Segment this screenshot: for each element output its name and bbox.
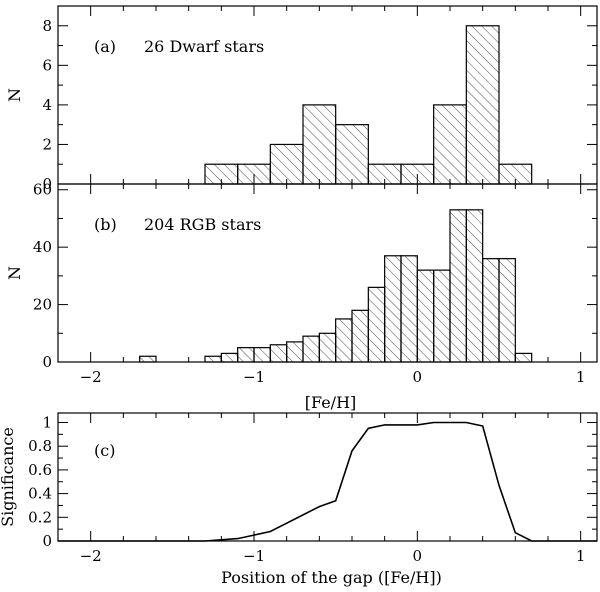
- histogram-bar: [433, 269, 451, 363]
- y-tick-label: 0.4: [28, 485, 52, 503]
- panel-c-y-axis-label: Significance: [0, 427, 17, 527]
- y-tick-label: 40: [33, 238, 52, 256]
- histogram-bar: [253, 347, 271, 363]
- histogram-bar: [465, 209, 484, 363]
- x-tick-label: 1: [576, 368, 586, 386]
- x-tick-label: −1: [243, 368, 265, 386]
- panel-a-dwarf-histogram: 0 2 4 6 8 (a) 26 Dwarf stars N: [5, 5, 598, 193]
- x-tick-label: 0: [413, 368, 423, 386]
- histogram-bar: [302, 104, 337, 185]
- histogram-bar: [400, 255, 418, 363]
- histogram-bar: [269, 143, 304, 185]
- histogram-bar: [302, 335, 320, 363]
- histogram-bar: [416, 269, 435, 363]
- panel-c-x-axis-label: Position of the gap ([Fe/H]): [221, 568, 442, 587]
- histogram-bar: [482, 258, 500, 363]
- x-tick-label: −2: [80, 547, 102, 565]
- panel-c-ticks: −2 −1 0 1 0 0.2 0.4 0.6 0.8 1: [28, 413, 597, 565]
- histogram-bar: [384, 255, 402, 363]
- histogram-bar: [465, 25, 500, 185]
- panel-b-frame: [57, 183, 598, 363]
- x-tick-label: −1: [243, 547, 265, 565]
- histogram-bar: [318, 332, 337, 363]
- histogram-bar: [498, 258, 516, 363]
- panel-a-ticks: 0 2 4 6 8: [42, 5, 597, 193]
- panel-a-label: (a): [94, 37, 116, 56]
- histogram-bar: [335, 318, 353, 363]
- y-tick-label: 0: [42, 353, 52, 371]
- y-tick-label: 2: [42, 135, 52, 153]
- y-tick-label: 0.8: [28, 437, 52, 455]
- panel-b-title: 204 RGB stars: [144, 215, 261, 234]
- histogram-bar: [237, 347, 255, 363]
- panel-b-y-axis-label: N: [5, 266, 24, 280]
- histogram-bar: [449, 209, 467, 363]
- panel-a-title: 26 Dwarf stars: [144, 37, 264, 56]
- y-tick-label: 8: [42, 17, 52, 35]
- x-tick-label: 0: [413, 547, 423, 565]
- y-tick-label: 0: [42, 175, 52, 193]
- histogram-bar: [204, 355, 222, 363]
- histogram-bar: [433, 104, 467, 185]
- x-tick-label: 1: [576, 547, 586, 565]
- histogram-bar: [514, 352, 533, 363]
- histogram-bar: [286, 341, 304, 363]
- histogram-bar: [335, 124, 369, 185]
- x-tick-label: −2: [80, 368, 102, 386]
- panel-c-frame: [57, 412, 598, 542]
- y-tick-label: 6: [42, 56, 52, 74]
- histogram-bar: [351, 309, 369, 363]
- panel-a-bars: [204, 25, 533, 185]
- panel-c-label: (c): [94, 441, 115, 460]
- panel-c-significance-plot: −2 −1 0 1 0 0.2 0.4 0.6 0.8 1 (c) Significance Po…: [0, 412, 598, 587]
- y-tick-label: 0.6: [28, 461, 52, 479]
- panel-b-bars: [139, 209, 533, 363]
- y-tick-label: 60: [33, 181, 52, 199]
- significance-curve: [58, 421, 597, 542]
- y-tick-label: 0.2: [28, 508, 52, 526]
- histogram-bar: [269, 344, 288, 363]
- histogram-bar: [220, 352, 239, 363]
- panel-b-x-axis-label: [Fe/H]: [305, 393, 357, 412]
- histogram-bar: [139, 355, 157, 363]
- panel-a-y-axis-label: N: [5, 88, 24, 102]
- y-tick-label: 20: [33, 296, 52, 314]
- panel-b-label: (b): [94, 215, 117, 234]
- y-tick-label: 0: [42, 532, 52, 550]
- y-tick-label: 4: [42, 96, 52, 114]
- histogram-bar: [367, 286, 386, 363]
- y-tick-label: 1: [42, 413, 52, 431]
